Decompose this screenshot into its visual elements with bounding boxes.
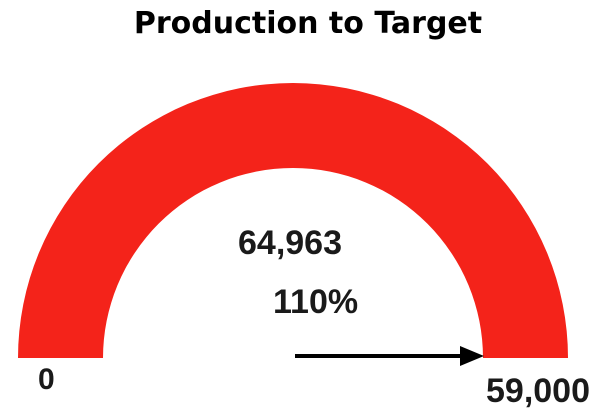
- min-label: 0: [38, 363, 55, 396]
- gauge-arc: [18, 83, 568, 358]
- value-label: 64,963: [238, 224, 342, 262]
- percent-label: 110%: [273, 283, 359, 321]
- target-arrow: [295, 346, 484, 366]
- target-label: 59,000: [486, 372, 590, 410]
- arrow-head: [460, 346, 484, 366]
- chart-title: Production to Target: [133, 6, 483, 41]
